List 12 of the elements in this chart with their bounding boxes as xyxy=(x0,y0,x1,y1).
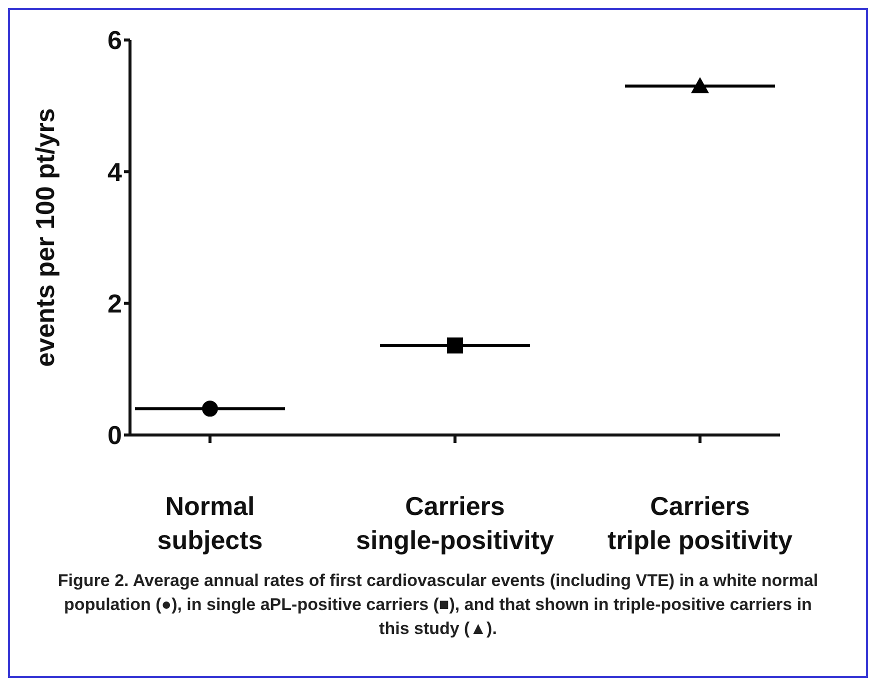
x-tick-label: Carriers triple positivity xyxy=(608,491,793,555)
point xyxy=(202,400,218,417)
y-tick-label: 2 xyxy=(108,288,122,319)
point xyxy=(691,77,709,94)
point xyxy=(447,337,463,354)
x-tick-label: Normal subjects xyxy=(157,491,263,555)
y-tick-label: 4 xyxy=(108,156,123,187)
y-tick-label: 6 xyxy=(108,25,122,56)
y-axis-title: events per 100 pt/yrs xyxy=(30,108,60,367)
x-tick-label: Carriers single-positivity xyxy=(356,491,554,555)
y-tick-label: 0 xyxy=(108,420,122,450)
caption: Figure 2. Average annual rates of first cardiovascular events (including VTE) in a white normal population (●), in single aPL-positive carriers (■), and that shown in triple-positive carriers in this study (▲). xyxy=(56,570,820,640)
